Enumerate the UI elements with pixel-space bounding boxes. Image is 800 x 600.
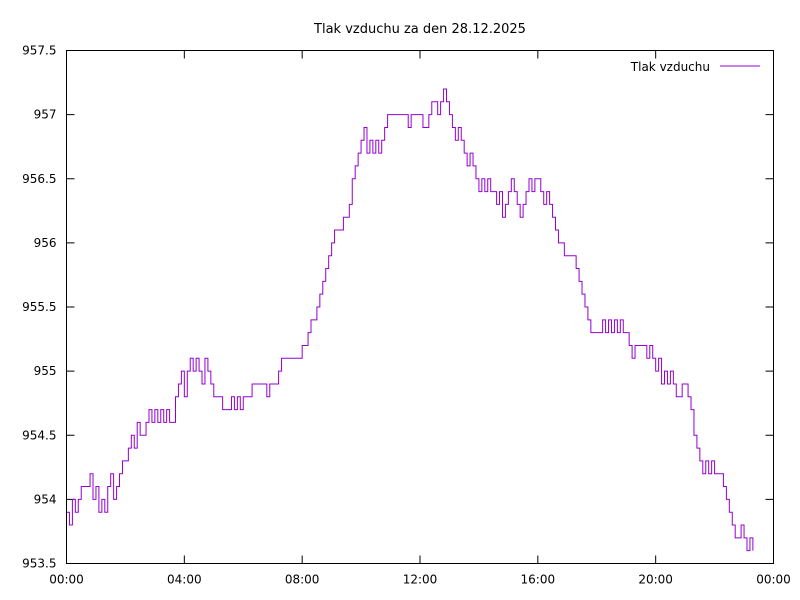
- plot-frame: [66, 50, 774, 564]
- y-tick-label: 956.5: [22, 172, 56, 186]
- x-tick-label: 20:00: [638, 573, 673, 587]
- y-tick-label: 957: [34, 108, 57, 122]
- x-axis: 00:00 04:00 08:00 12:00 16:00 20:00 00:00: [49, 50, 791, 587]
- y-tick-label: 955: [34, 364, 57, 378]
- y-axis: 953.5 954 954.5 955 955.5 956 956.5 957 957.5: [22, 44, 774, 571]
- series-layer: [66, 88, 754, 552]
- y-tick-label: 957.5: [22, 44, 56, 58]
- x-tick-label: 00:00: [49, 573, 84, 587]
- y-tick-label: 954.5: [22, 428, 56, 442]
- x-tick-label: 00:00: [756, 573, 791, 587]
- x-tick-label: 12:00: [403, 573, 438, 587]
- chart-title: Tlak vzduchu za den 28.12.2025: [313, 22, 526, 37]
- series-line: [66, 88, 754, 552]
- legend-label: Tlak vzduchu: [630, 60, 710, 74]
- y-tick-label: 955.5: [22, 300, 56, 314]
- x-tick-label: 04:00: [167, 573, 202, 587]
- y-tick-label: 954: [34, 492, 57, 506]
- y-tick-label: 956: [34, 236, 57, 250]
- x-tick-label: 16:00: [521, 573, 556, 587]
- legend: Tlak vzduchu: [630, 60, 760, 74]
- x-tick-label: 08:00: [285, 573, 320, 587]
- y-tick-label: 953.5: [22, 557, 56, 571]
